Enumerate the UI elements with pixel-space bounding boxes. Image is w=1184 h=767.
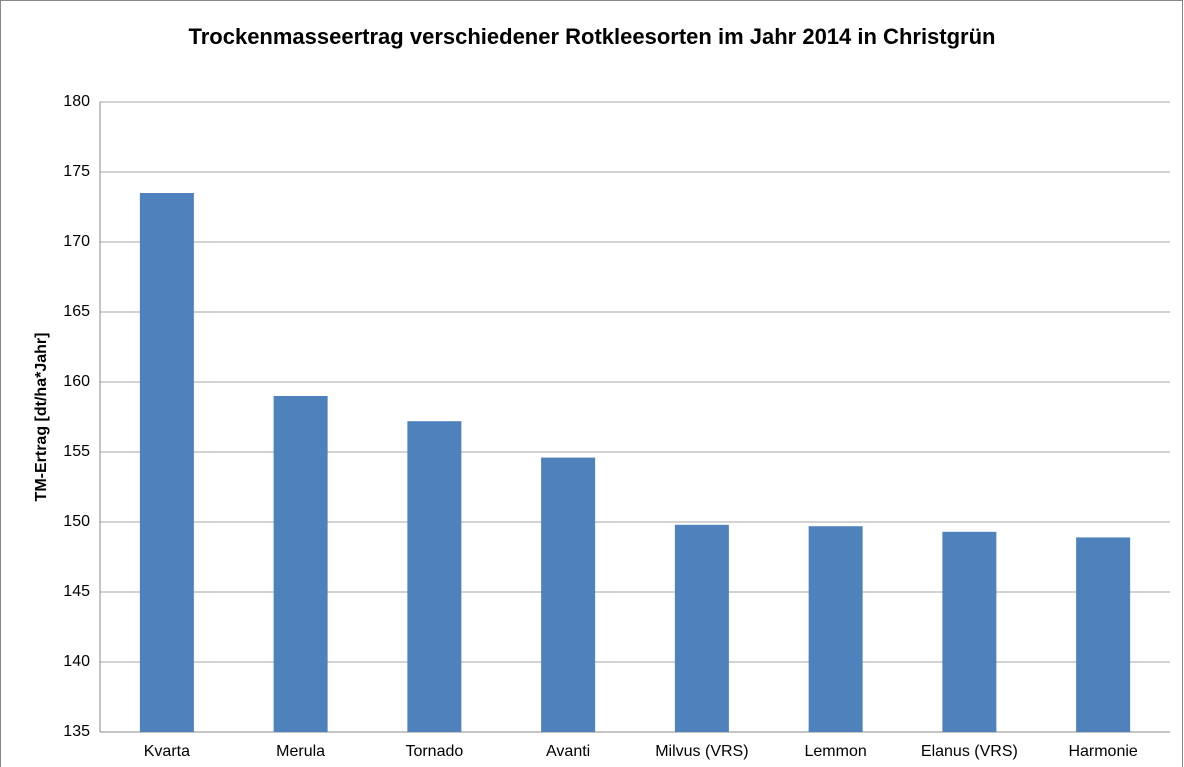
bar — [674, 524, 729, 732]
y-tick-label: 155 — [63, 443, 90, 460]
x-tick-label: Milvus (VRS) — [655, 743, 748, 760]
chart-title: Trockenmasseertrag verschiedener Rotklee… — [188, 24, 996, 49]
y-tick-label: 165 — [63, 303, 90, 320]
y-axis-label: TM-Ertrag [dt/ha*Jahr] — [33, 333, 50, 502]
x-tick-label: Tornado — [405, 743, 463, 760]
x-tick-label: Merula — [276, 743, 325, 760]
y-tick-label: 150 — [63, 513, 90, 530]
x-tick-label: Harmonie — [1068, 743, 1137, 760]
bar — [407, 421, 462, 732]
y-tick-label: 175 — [63, 163, 90, 180]
y-tick-label: 180 — [63, 93, 90, 110]
bar — [808, 526, 863, 732]
bar — [942, 531, 997, 732]
bar — [273, 396, 328, 732]
bar — [1076, 537, 1131, 732]
x-tick-label: Elanus (VRS) — [921, 743, 1018, 760]
x-tick-label: Kvarta — [144, 743, 190, 760]
x-tick-label: Avanti — [546, 743, 590, 760]
y-tick-label: 170 — [63, 233, 90, 250]
bar — [139, 193, 194, 732]
y-tick-label: 135 — [63, 723, 90, 740]
y-tick-label: 160 — [63, 373, 90, 390]
y-tick-label: 140 — [63, 653, 90, 670]
bar — [541, 457, 596, 732]
y-tick-label: 145 — [63, 583, 90, 600]
x-tick-label: Lemmon — [805, 743, 867, 760]
